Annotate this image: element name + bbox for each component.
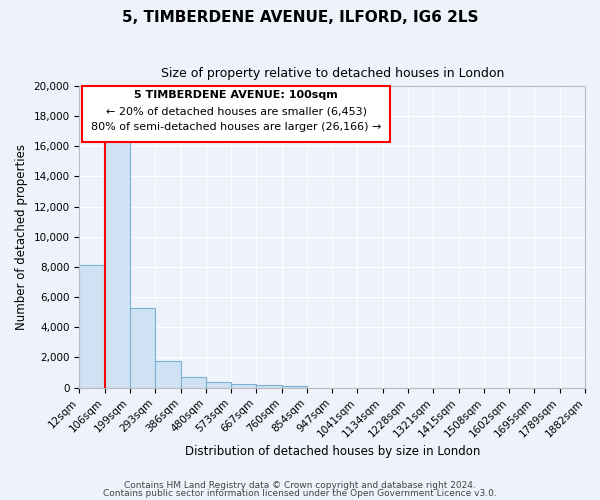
Bar	[231, 384, 256, 388]
Bar	[281, 386, 307, 388]
Bar	[155, 362, 181, 388]
Y-axis label: Number of detached properties: Number of detached properties	[15, 144, 28, 330]
Text: 5, TIMBERDENE AVENUE, ILFORD, IG6 2LS: 5, TIMBERDENE AVENUE, ILFORD, IG6 2LS	[122, 10, 478, 25]
Text: Contains HM Land Registry data © Crown copyright and database right 2024.: Contains HM Land Registry data © Crown c…	[124, 481, 476, 490]
Bar	[79, 266, 104, 388]
Bar	[256, 385, 281, 388]
Bar	[104, 138, 130, 388]
Bar	[130, 308, 155, 388]
X-axis label: Distribution of detached houses by size in London: Distribution of detached houses by size …	[185, 444, 480, 458]
Text: ← 20% of detached houses are smaller (6,453): ← 20% of detached houses are smaller (6,…	[106, 107, 367, 117]
Bar	[206, 382, 231, 388]
Bar	[181, 377, 206, 388]
Text: Contains public sector information licensed under the Open Government Licence v3: Contains public sector information licen…	[103, 488, 497, 498]
FancyBboxPatch shape	[82, 86, 391, 142]
Text: 80% of semi-detached houses are larger (26,166) →: 80% of semi-detached houses are larger (…	[91, 122, 382, 132]
Text: 5 TIMBERDENE AVENUE: 100sqm: 5 TIMBERDENE AVENUE: 100sqm	[134, 90, 338, 101]
Title: Size of property relative to detached houses in London: Size of property relative to detached ho…	[161, 68, 504, 80]
